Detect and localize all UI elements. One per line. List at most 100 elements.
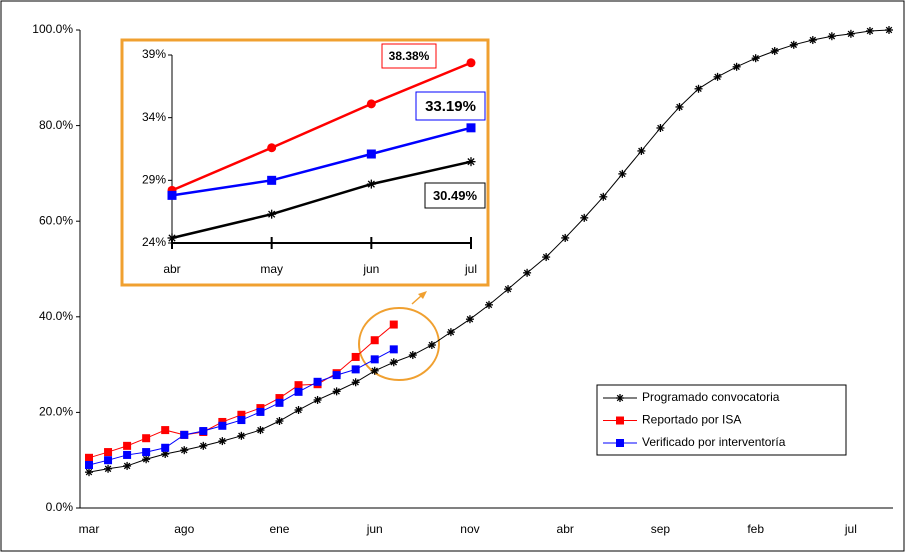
inset-x-tick-label: jun xyxy=(362,262,379,276)
point xyxy=(104,448,113,457)
inset-frame xyxy=(120,38,490,287)
legend-label: Reportado por ISA xyxy=(642,413,741,427)
point xyxy=(694,84,703,93)
point xyxy=(751,54,760,63)
x-tick-label: feb xyxy=(747,522,764,536)
y-tick-label: 40.0% xyxy=(39,309,73,323)
point xyxy=(180,446,189,455)
inset-y-tick-label: 24% xyxy=(142,235,166,249)
point xyxy=(713,72,722,81)
point xyxy=(218,437,227,446)
point xyxy=(275,417,284,426)
point xyxy=(104,464,113,473)
point xyxy=(104,456,113,465)
point xyxy=(294,381,303,390)
y-tick-label: 60.0% xyxy=(39,213,73,227)
series-line xyxy=(171,160,472,240)
y-tick-label: 100.0% xyxy=(32,22,73,36)
data-label: 38.38% xyxy=(389,49,430,63)
inset-y-tick-label: 34% xyxy=(142,110,166,124)
x-tick-label: ago xyxy=(174,522,194,536)
x-tick-label: nov xyxy=(460,522,479,536)
point xyxy=(237,410,246,419)
point xyxy=(366,149,376,159)
point xyxy=(237,416,246,425)
legend-marker xyxy=(616,416,624,425)
point xyxy=(770,47,779,56)
point xyxy=(656,123,665,132)
point xyxy=(351,365,360,374)
point xyxy=(167,190,177,200)
point xyxy=(275,394,284,403)
point xyxy=(637,146,646,155)
point xyxy=(313,395,322,404)
point xyxy=(523,268,532,277)
point xyxy=(885,26,893,34)
x-tick-label: mar xyxy=(79,522,100,536)
point xyxy=(351,378,360,387)
point xyxy=(161,449,170,458)
legend-label: Programado convocatoria xyxy=(642,390,780,404)
x-tick-label: jul xyxy=(844,522,857,536)
point xyxy=(332,371,341,380)
point xyxy=(504,285,513,294)
point xyxy=(580,213,589,222)
point xyxy=(180,430,189,439)
series-line xyxy=(171,126,472,197)
legend-marker xyxy=(616,439,624,447)
point xyxy=(199,427,208,436)
point xyxy=(142,448,151,457)
point xyxy=(466,157,476,167)
point xyxy=(466,58,476,68)
point xyxy=(370,336,379,345)
point xyxy=(370,366,379,375)
point xyxy=(123,450,132,459)
inset-y-tick-label: 29% xyxy=(142,173,166,187)
inset-x-tick-label: jul xyxy=(464,262,477,276)
series-line xyxy=(171,61,472,192)
data-label: 33.19% xyxy=(425,98,476,115)
point xyxy=(167,233,177,243)
point xyxy=(275,398,284,407)
point xyxy=(142,434,151,443)
point xyxy=(542,253,551,262)
point xyxy=(846,29,855,38)
point xyxy=(351,352,360,361)
point xyxy=(85,453,93,462)
x-tick-label: jun xyxy=(366,522,383,536)
point xyxy=(865,26,874,35)
point xyxy=(85,468,93,477)
point xyxy=(389,345,398,354)
point xyxy=(561,233,570,242)
point xyxy=(389,358,398,367)
point xyxy=(389,320,398,329)
point xyxy=(123,441,132,450)
y-tick-label: 80.0% xyxy=(39,118,73,132)
x-tick-label: ene xyxy=(269,522,289,536)
point xyxy=(294,406,303,415)
point xyxy=(267,143,277,153)
point xyxy=(313,377,322,386)
point xyxy=(161,443,170,452)
data-label-box xyxy=(424,182,486,209)
point xyxy=(675,102,684,111)
y-tick-label: 0.0% xyxy=(46,500,74,514)
data-label-box xyxy=(415,91,486,121)
point xyxy=(332,387,341,396)
point xyxy=(237,431,246,440)
point xyxy=(267,209,277,219)
point xyxy=(827,32,836,41)
point xyxy=(370,355,379,364)
point xyxy=(618,169,627,178)
point xyxy=(267,175,277,185)
x-tick-label: sep xyxy=(651,522,671,536)
legend-marker xyxy=(616,394,624,402)
point xyxy=(366,99,376,109)
point xyxy=(808,36,817,45)
point xyxy=(199,441,208,450)
point xyxy=(256,426,265,435)
point xyxy=(789,40,798,49)
point xyxy=(466,123,476,133)
inset-y-tick-label: 39% xyxy=(142,47,166,61)
